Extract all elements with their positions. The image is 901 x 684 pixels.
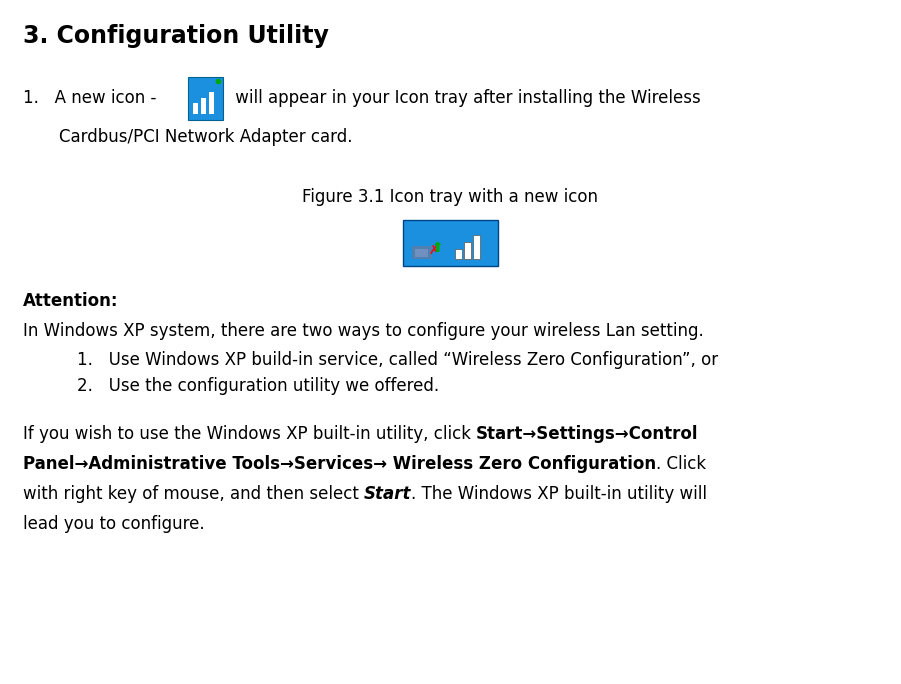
Text: 2.   Use the configuration utility we offered.: 2. Use the configuration utility we offe…	[77, 378, 439, 395]
Text: Start: Start	[364, 485, 411, 503]
Text: If you wish to use the Windows XP built-in utility, click: If you wish to use the Windows XP built-…	[23, 425, 476, 443]
Text: In Windows XP system, there are two ways to configure your wireless Lan setting.: In Windows XP system, there are two ways…	[23, 322, 704, 340]
Bar	[474, 235, 480, 259]
Bar	[193, 103, 198, 114]
Text: Figure 3.1 Icon tray with a new icon: Figure 3.1 Icon tray with a new icon	[303, 188, 598, 206]
Text: 1.   Use Windows XP build-in service, called “Wireless Zero Configuration”, or: 1. Use Windows XP build-in service, call…	[77, 351, 718, 369]
Text: lead you to configure.: lead you to configure.	[23, 515, 205, 533]
Text: . Click: . Click	[656, 455, 705, 473]
Bar	[456, 249, 462, 259]
Text: . The Windows XP built-in utility will: . The Windows XP built-in utility will	[411, 485, 707, 503]
Text: Start→Settings→Control: Start→Settings→Control	[476, 425, 698, 443]
Text: Attention:: Attention:	[23, 292, 118, 310]
Text: 3. Configuration Utility: 3. Configuration Utility	[23, 24, 328, 48]
Text: 1.   A new icon -: 1. A new icon -	[23, 90, 156, 107]
Bar	[413, 246, 432, 259]
Bar	[465, 242, 471, 259]
Text: ✗: ✗	[429, 244, 439, 257]
FancyBboxPatch shape	[404, 220, 497, 266]
Text: ⬆: ⬆	[432, 241, 443, 255]
Text: will appear in your Icon tray after installing the Wireless: will appear in your Icon tray after inst…	[230, 90, 700, 107]
Bar	[414, 249, 429, 257]
Bar	[201, 98, 206, 114]
Text: Cardbus/PCI Network Adapter card.: Cardbus/PCI Network Adapter card.	[59, 128, 352, 146]
FancyBboxPatch shape	[188, 77, 223, 120]
Bar	[209, 92, 214, 114]
Text: with right key of mouse, and then select: with right key of mouse, and then select	[23, 485, 364, 503]
Text: Panel→Administrative Tools→Services→ Wireless Zero Configuration: Panel→Administrative Tools→Services→ Wir…	[23, 455, 656, 473]
